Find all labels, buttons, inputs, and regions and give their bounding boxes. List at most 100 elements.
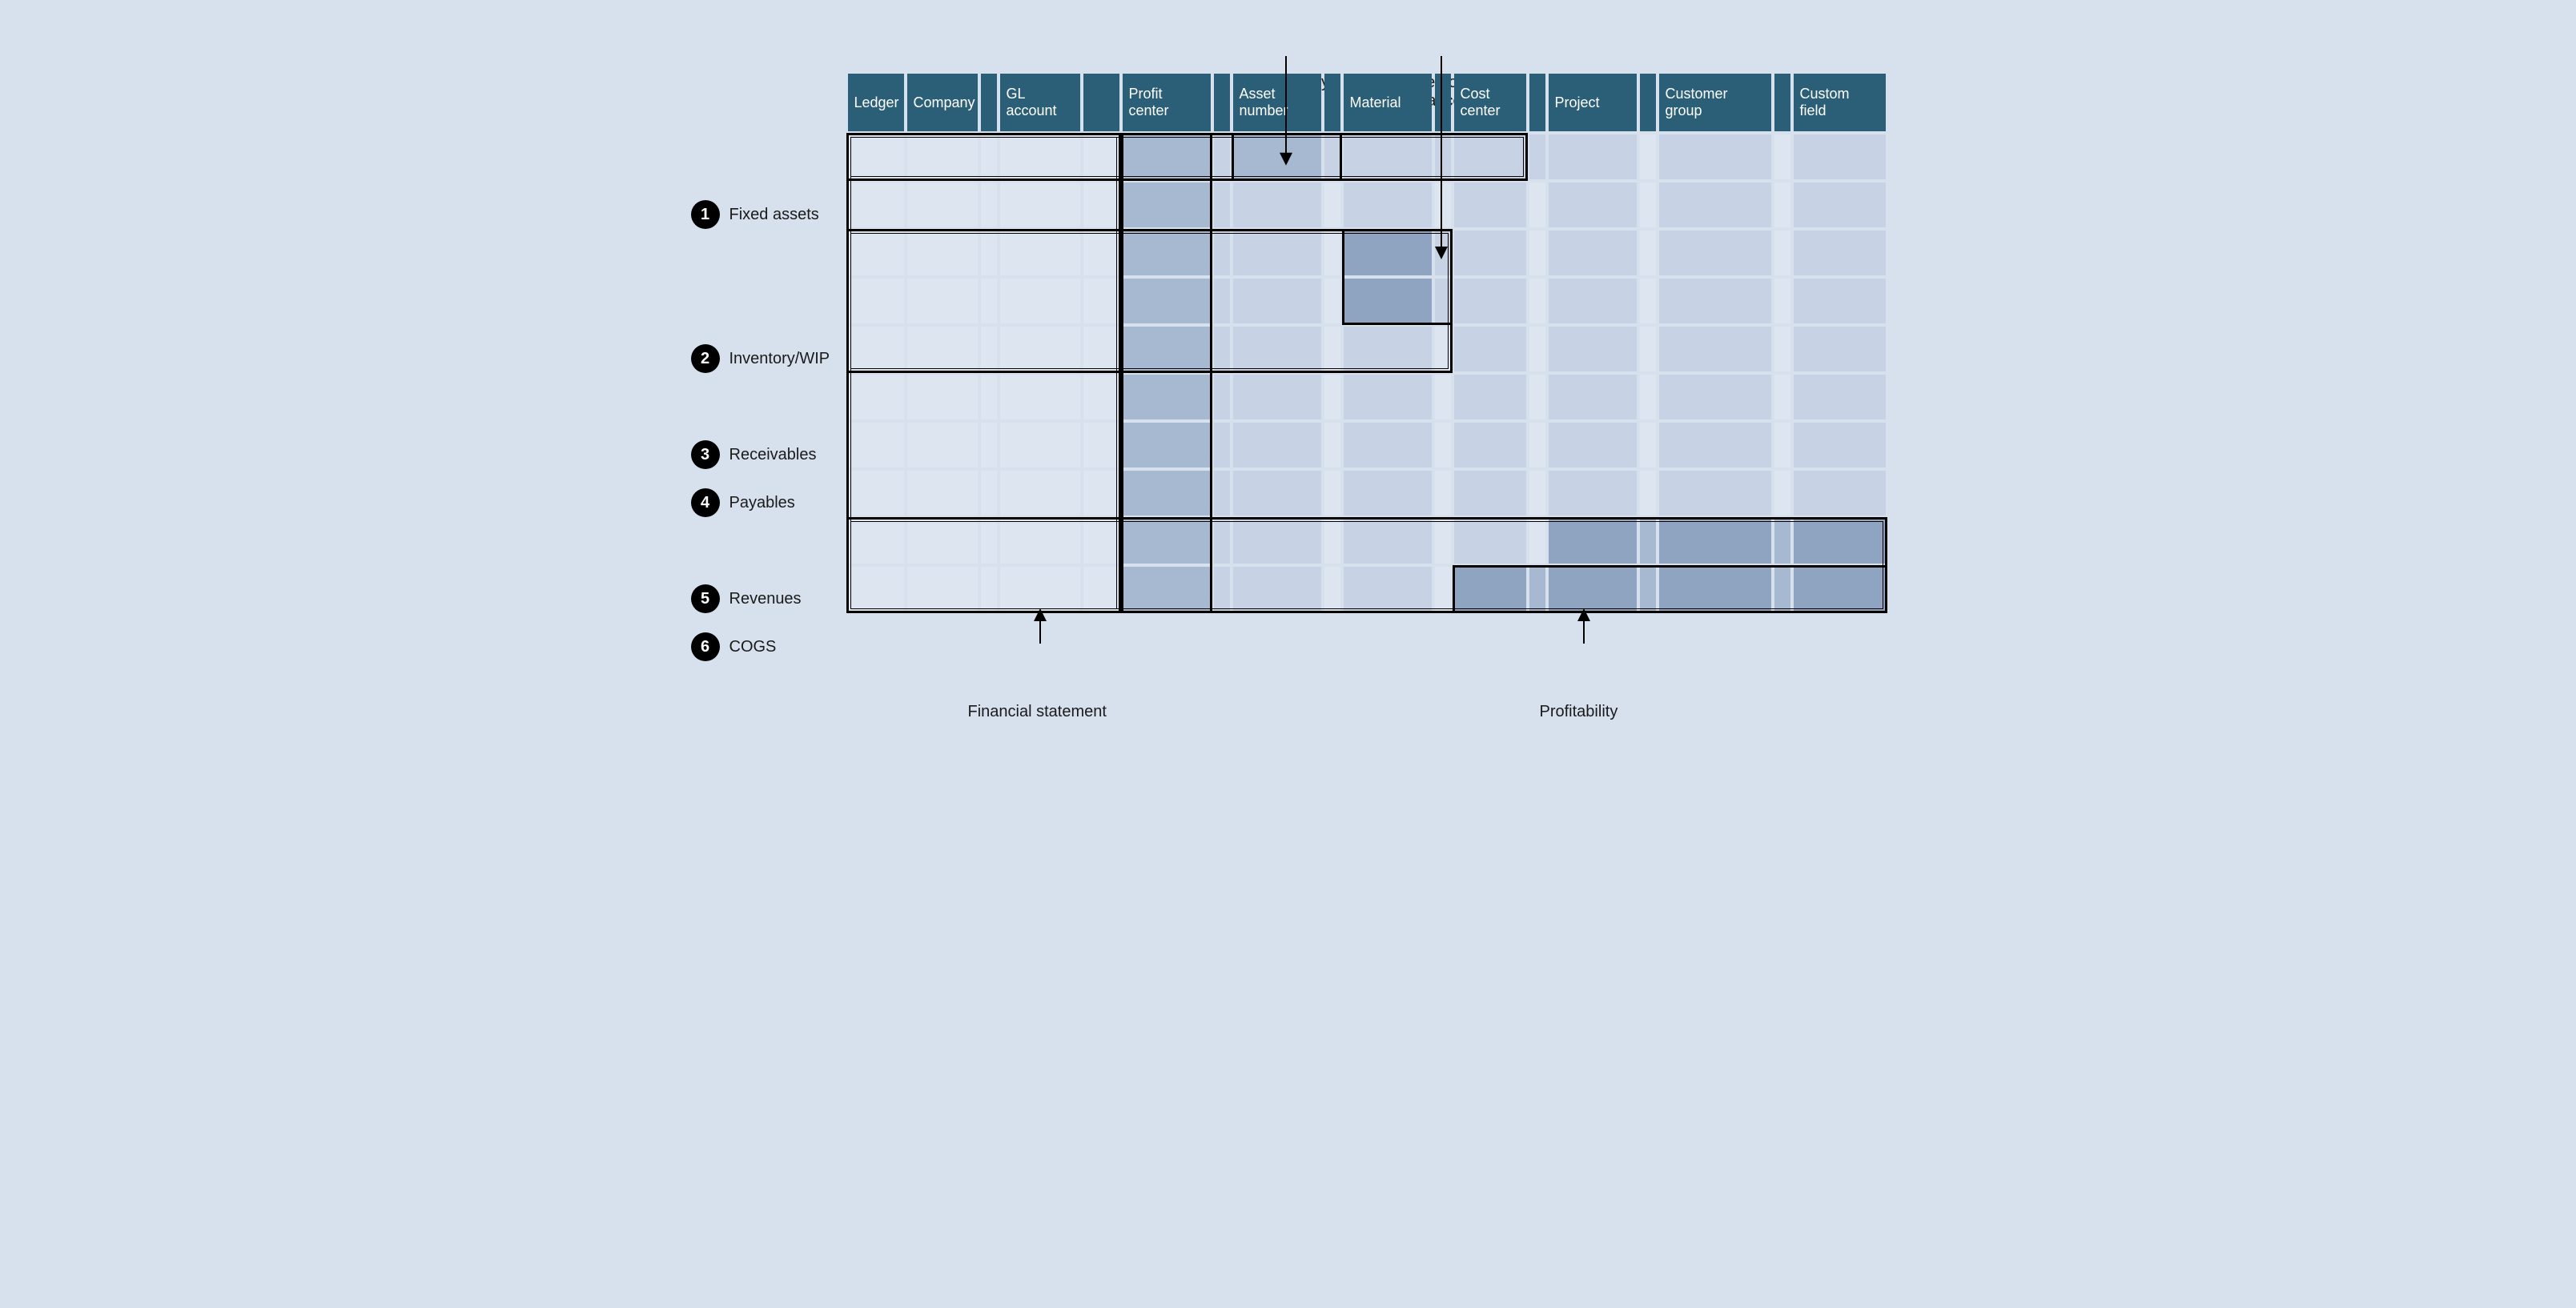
cell	[1640, 567, 1656, 612]
cell	[1794, 134, 1886, 179]
cell	[1640, 519, 1656, 564]
cell	[848, 134, 904, 179]
cell	[1454, 327, 1526, 371]
row-label-text: Payables	[729, 494, 795, 512]
cell	[1435, 231, 1451, 275]
cell	[1549, 327, 1637, 371]
cell	[1083, 423, 1119, 467]
cell	[981, 375, 997, 419]
cell	[1794, 183, 1886, 227]
cell	[1324, 423, 1340, 467]
cell	[1794, 567, 1886, 612]
header-profit: Profitcenter	[1123, 74, 1211, 131]
cell	[1659, 471, 1771, 516]
cell	[1214, 519, 1230, 564]
cell	[1324, 519, 1340, 564]
cell	[1774, 231, 1790, 275]
cell	[1344, 471, 1432, 516]
header-gl: GLaccount	[1000, 74, 1080, 131]
cell	[848, 279, 904, 323]
cell	[1640, 279, 1656, 323]
cell	[1794, 375, 1886, 419]
header-sp4	[1324, 74, 1340, 131]
row-badge: 6	[691, 632, 720, 661]
cell	[1549, 375, 1637, 419]
header-sp3	[1214, 74, 1230, 131]
cell	[907, 423, 978, 467]
cell	[1659, 423, 1771, 467]
cell	[1233, 231, 1321, 275]
table-row	[848, 231, 1889, 275]
cell	[1794, 231, 1886, 275]
cell	[1324, 567, 1340, 612]
cell	[1324, 134, 1340, 179]
cell	[1435, 134, 1451, 179]
cell	[981, 327, 997, 371]
header-project: Project	[1549, 74, 1637, 131]
cell	[1233, 279, 1321, 323]
cell	[1083, 327, 1119, 371]
cell	[1549, 279, 1637, 323]
cell	[1640, 471, 1656, 516]
grid-body	[848, 134, 1889, 612]
annotation-financial-statement: Financial statement	[968, 703, 1107, 721]
row-badge: 1	[691, 200, 720, 229]
cell	[1344, 183, 1432, 227]
cell	[1549, 423, 1637, 467]
cell	[907, 134, 978, 179]
cell	[1214, 471, 1230, 516]
row-label: 5 Revenues	[691, 584, 802, 613]
cell	[1774, 519, 1790, 564]
cell	[907, 327, 978, 371]
cell	[1454, 231, 1526, 275]
cell	[1083, 134, 1119, 179]
cell	[981, 519, 997, 564]
cell	[1000, 423, 1080, 467]
cell	[1529, 231, 1545, 275]
cell	[1083, 279, 1119, 323]
cell	[1083, 567, 1119, 612]
cell	[1454, 134, 1526, 179]
table-row	[848, 279, 1889, 323]
header-sp6	[1529, 74, 1545, 131]
cell	[1640, 423, 1656, 467]
row-badge: 5	[691, 584, 720, 613]
cell	[1324, 231, 1340, 275]
cell	[1000, 279, 1080, 323]
cell	[1123, 471, 1211, 516]
cell	[1000, 471, 1080, 516]
cell	[1123, 279, 1211, 323]
cell	[1000, 134, 1080, 179]
cell	[1344, 423, 1432, 467]
cell	[1214, 423, 1230, 467]
cell	[1435, 327, 1451, 371]
cell	[1233, 519, 1321, 564]
cell	[1549, 519, 1637, 564]
cell	[1344, 231, 1432, 275]
header-sp7	[1640, 74, 1656, 131]
header-cost: Costcenter	[1454, 74, 1526, 131]
cell	[1324, 183, 1340, 227]
cell	[1435, 471, 1451, 516]
row-label-text: Revenues	[729, 590, 802, 608]
cell	[1123, 567, 1211, 612]
cell	[981, 423, 997, 467]
cell	[1794, 471, 1886, 516]
row-badge: 4	[691, 488, 720, 517]
cell	[1529, 471, 1545, 516]
cell	[1454, 519, 1526, 564]
cell	[1549, 134, 1637, 179]
header-customer: Customergroup	[1659, 74, 1771, 131]
cell	[981, 471, 997, 516]
cell	[848, 327, 904, 371]
cell	[1000, 327, 1080, 371]
table-row	[848, 327, 1889, 371]
cell	[1774, 471, 1790, 516]
cell	[1454, 375, 1526, 419]
cell	[1214, 231, 1230, 275]
cell	[907, 519, 978, 564]
cell	[1214, 279, 1230, 323]
cell	[1529, 327, 1545, 371]
cell	[1000, 183, 1080, 227]
annotation-profitability: Profitability	[1540, 703, 1618, 721]
